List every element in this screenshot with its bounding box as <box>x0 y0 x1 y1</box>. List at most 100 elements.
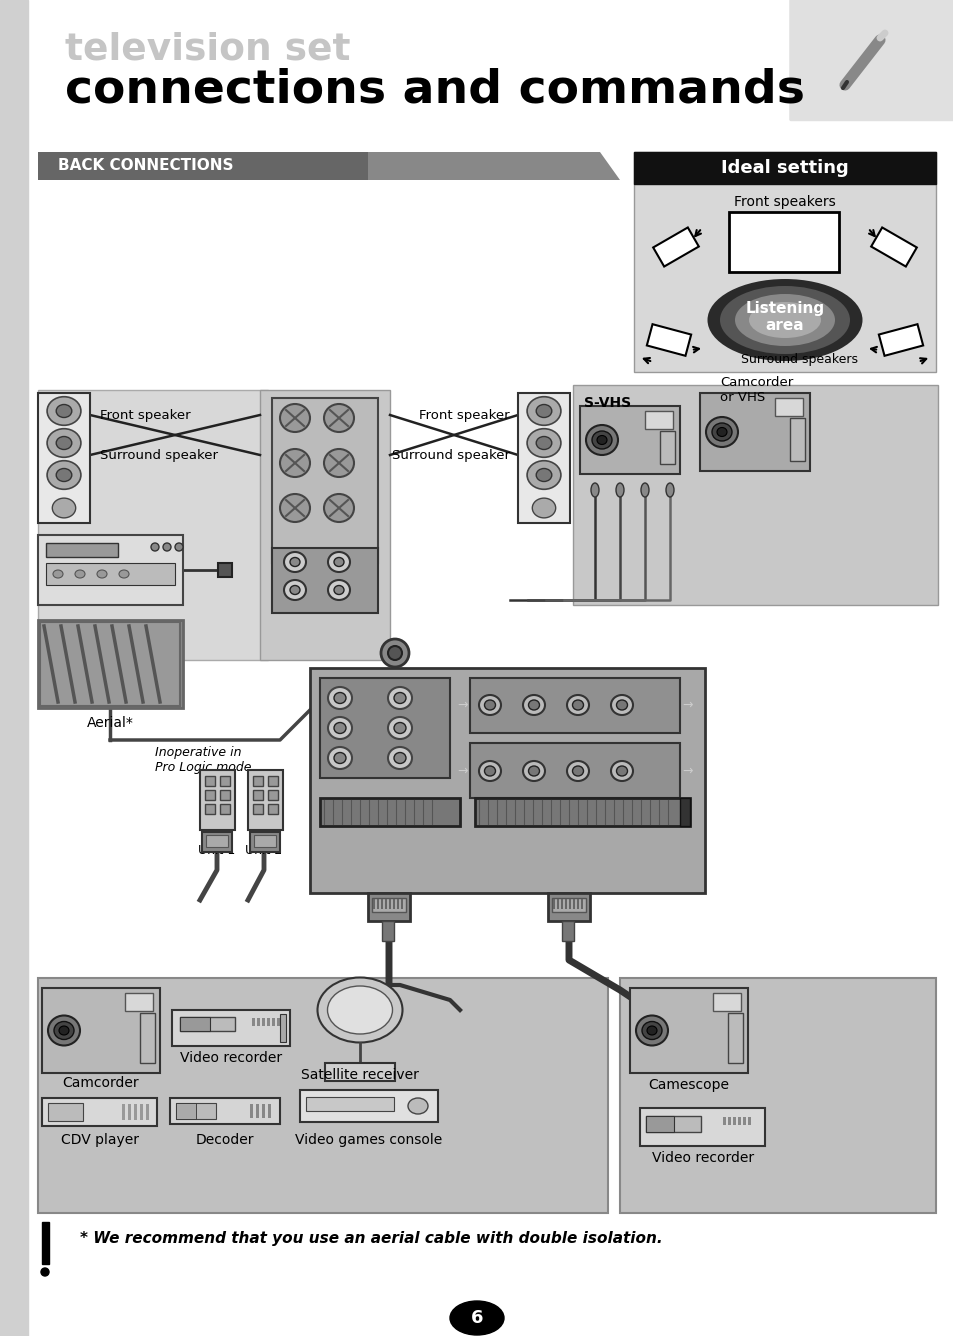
Ellipse shape <box>47 397 81 425</box>
Bar <box>268 790 277 800</box>
Text: * We recommend that you use an aerial cable with double isolation.: * We recommend that you use an aerial ca… <box>80 1230 662 1245</box>
Ellipse shape <box>97 570 107 578</box>
Ellipse shape <box>56 437 71 449</box>
Bar <box>645 1116 700 1132</box>
Bar <box>368 892 410 921</box>
Bar <box>253 835 275 847</box>
Bar <box>634 152 935 371</box>
Ellipse shape <box>707 279 862 361</box>
Bar <box>272 1018 274 1026</box>
Text: Front speaker: Front speaker <box>419 409 510 421</box>
Text: →: → <box>457 764 468 778</box>
Bar <box>306 1097 394 1112</box>
Bar <box>738 1117 740 1125</box>
Ellipse shape <box>450 1301 503 1335</box>
Ellipse shape <box>484 700 495 709</box>
Ellipse shape <box>734 294 834 346</box>
Ellipse shape <box>711 424 731 441</box>
Bar <box>38 390 268 660</box>
Bar <box>732 1117 735 1125</box>
Bar <box>48 1104 83 1121</box>
Ellipse shape <box>48 1015 80 1046</box>
Ellipse shape <box>536 405 551 417</box>
Bar <box>262 1018 265 1026</box>
Bar <box>400 899 402 908</box>
Bar <box>380 899 382 908</box>
Bar <box>645 1116 673 1132</box>
Bar <box>573 899 575 908</box>
Bar <box>268 776 277 786</box>
Bar <box>577 899 578 908</box>
Bar <box>722 1117 725 1125</box>
Bar <box>742 1117 745 1125</box>
Ellipse shape <box>572 766 583 776</box>
Bar <box>644 411 672 429</box>
Ellipse shape <box>280 403 310 432</box>
Bar <box>42 989 160 1073</box>
Ellipse shape <box>610 695 633 715</box>
Bar <box>122 1104 125 1120</box>
Ellipse shape <box>665 484 673 497</box>
Bar <box>255 1104 258 1118</box>
Ellipse shape <box>641 1022 661 1039</box>
Bar <box>789 418 804 461</box>
Ellipse shape <box>528 766 539 776</box>
Ellipse shape <box>328 717 352 739</box>
Bar <box>560 899 562 908</box>
Ellipse shape <box>616 700 627 709</box>
Text: Satellite receiver: Satellite receiver <box>301 1067 418 1082</box>
FancyBboxPatch shape <box>789 0 953 120</box>
Bar <box>260 390 390 660</box>
Bar <box>268 804 277 814</box>
Bar <box>42 1222 49 1264</box>
Bar <box>220 804 230 814</box>
Ellipse shape <box>47 429 81 457</box>
Ellipse shape <box>324 403 354 432</box>
Bar <box>125 993 152 1011</box>
Bar <box>220 790 230 800</box>
Ellipse shape <box>324 449 354 477</box>
Ellipse shape <box>328 687 352 709</box>
Ellipse shape <box>334 723 346 733</box>
Bar <box>727 1117 730 1125</box>
Text: Camcorder: Camcorder <box>63 1075 139 1090</box>
Bar <box>38 152 368 180</box>
Bar <box>253 804 263 814</box>
Bar <box>385 899 387 908</box>
Ellipse shape <box>388 687 412 709</box>
Bar <box>175 1104 195 1120</box>
Bar <box>250 1104 253 1118</box>
Bar <box>268 1104 271 1118</box>
Bar <box>547 892 589 921</box>
Ellipse shape <box>610 762 633 782</box>
Ellipse shape <box>585 425 618 456</box>
Text: Surround speaker: Surround speaker <box>100 449 218 461</box>
Text: 6: 6 <box>470 1309 483 1327</box>
Bar <box>206 835 228 847</box>
Bar <box>175 1104 215 1120</box>
Ellipse shape <box>408 1098 428 1114</box>
Bar <box>376 899 378 908</box>
Bar <box>573 385 937 605</box>
Bar <box>202 832 232 852</box>
Text: Camescope: Camescope <box>648 1078 729 1092</box>
Text: BACK CONNECTIONS: BACK CONNECTIONS <box>58 159 233 174</box>
Bar <box>133 1104 137 1120</box>
Text: S-VHS: S-VHS <box>583 395 631 410</box>
Text: Camcorder
or VHS: Camcorder or VHS <box>720 375 792 403</box>
Bar <box>568 899 571 908</box>
Bar <box>629 989 747 1073</box>
Ellipse shape <box>380 639 409 667</box>
Bar <box>200 770 234 830</box>
Bar <box>389 899 391 908</box>
Ellipse shape <box>334 557 344 566</box>
Ellipse shape <box>56 469 71 481</box>
Bar <box>712 993 740 1011</box>
Ellipse shape <box>720 286 849 354</box>
Ellipse shape <box>54 1022 74 1039</box>
Bar <box>634 152 935 184</box>
Bar <box>38 393 90 522</box>
Bar <box>870 227 916 266</box>
Ellipse shape <box>646 1026 657 1035</box>
Bar <box>46 542 118 557</box>
